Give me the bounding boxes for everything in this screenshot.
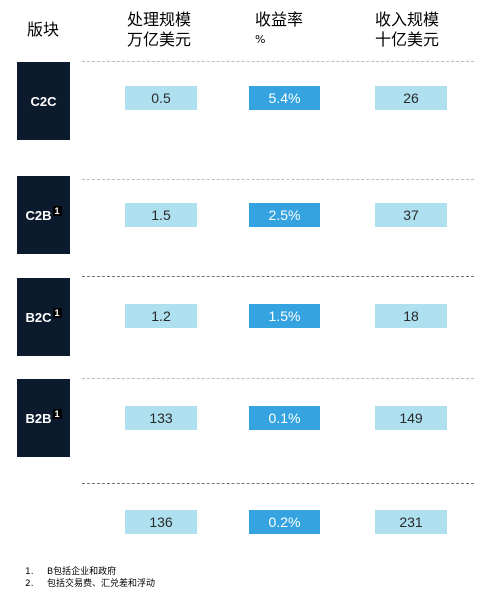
- revenue-value: 149: [399, 410, 423, 426]
- footnote-marker: 1: [52, 308, 62, 318]
- header-volume: 处理规模 万亿美元: [127, 10, 191, 50]
- yield-value: 1.5%: [268, 308, 301, 324]
- segment-name: B2B: [25, 410, 52, 426]
- footnote-item: 2. 包括交易费、汇兑差和浮动: [25, 578, 155, 590]
- yield-value: 0.2%: [268, 514, 301, 530]
- revenue-cell: 37: [375, 203, 447, 227]
- total-yield-cell: 0.2%: [249, 510, 320, 534]
- row-divider: [82, 61, 474, 62]
- header-revenue-unit: 十亿美元: [375, 30, 440, 49]
- volume-value: 136: [149, 514, 173, 530]
- row-divider: [82, 378, 474, 379]
- total-revenue-cell: 231: [375, 510, 447, 534]
- volume-cell: 0.5: [125, 86, 197, 110]
- yield-value: 0.1%: [268, 410, 301, 426]
- yield-value: 5.4%: [268, 90, 301, 106]
- header-yield: 收益率 %: [255, 10, 303, 47]
- row-divider: [82, 276, 474, 277]
- header-revenue: 收入规模 十亿美元: [375, 10, 439, 50]
- revenue-value: 231: [399, 514, 423, 530]
- revenue-value: 26: [403, 90, 419, 106]
- segment-label-c2c: C2C: [17, 62, 70, 140]
- row-divider: [82, 483, 474, 484]
- header-yield-unit: %: [255, 33, 266, 46]
- footnote-number: 1.: [25, 567, 34, 577]
- segment-name: B2C: [25, 309, 52, 325]
- segment-name: C2B: [25, 207, 52, 223]
- volume-value: 0.5: [151, 90, 171, 106]
- segment-label-c2b: C2B 1: [17, 176, 70, 254]
- header-revenue-title: 收入规模: [375, 10, 440, 29]
- revenue-cell: 26: [375, 86, 447, 110]
- revenue-value: 18: [403, 308, 419, 324]
- revenue-value: 37: [403, 207, 419, 223]
- header-volume-title: 处理规模: [127, 10, 192, 29]
- row-divider: [82, 179, 474, 180]
- yield-value: 2.5%: [268, 207, 301, 223]
- volume-cell: 1.5: [125, 203, 197, 227]
- yield-cell: 2.5%: [249, 203, 320, 227]
- footnote-number: 2.: [25, 579, 34, 589]
- segment-label-b2b: B2B 1: [17, 379, 70, 457]
- segment-name: C2C: [30, 93, 57, 109]
- total-volume-cell: 136: [125, 510, 197, 534]
- yield-cell: 1.5%: [249, 304, 320, 328]
- header-segment-label: 版块: [27, 20, 60, 39]
- header-volume-unit: 万亿美元: [127, 30, 192, 49]
- footnote-text: 包括交易费、汇兑差和浮动: [47, 579, 156, 589]
- volume-cell: 1.2: [125, 304, 197, 328]
- revenue-cell: 18: [375, 304, 447, 328]
- yield-cell: 0.1%: [249, 406, 320, 430]
- footnote-text: B包括企业和政府: [47, 567, 117, 577]
- footnotes: 1. B包括企业和政府 2. 包括交易费、汇兑差和浮动: [25, 566, 155, 590]
- footnote-marker: 1: [52, 409, 62, 419]
- header-segment: 版块: [27, 20, 59, 40]
- header-yield-title: 收益率: [255, 10, 304, 29]
- footnote-item: 1. B包括企业和政府: [25, 566, 155, 578]
- volume-value: 133: [149, 410, 173, 426]
- segment-label-b2c: B2C 1: [17, 278, 70, 356]
- footnote-marker: 1: [52, 206, 62, 216]
- yield-cell: 5.4%: [249, 86, 320, 110]
- revenue-cell: 149: [375, 406, 447, 430]
- volume-value: 1.5: [151, 207, 171, 223]
- volume-value: 1.2: [151, 308, 171, 324]
- volume-cell: 133: [125, 406, 197, 430]
